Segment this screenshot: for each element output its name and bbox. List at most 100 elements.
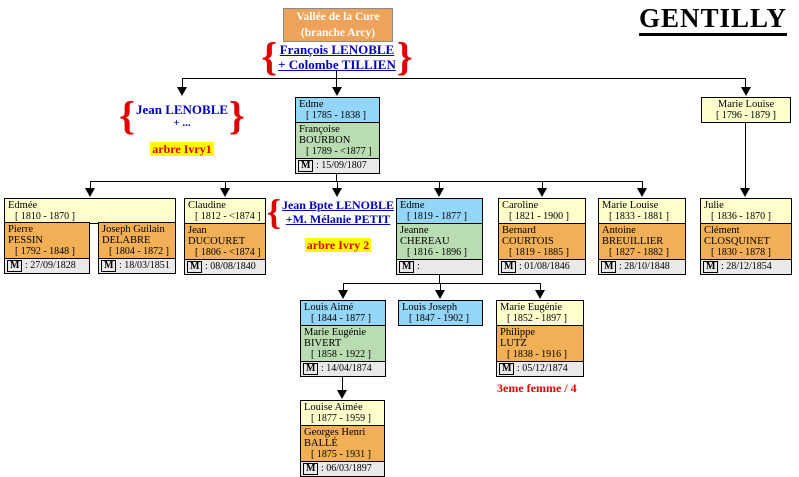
connector-line [225, 181, 226, 189]
person-edmee: Edmée [ 1810 - 1870 ] [5, 199, 175, 223]
spouse-joseph-delabre: Joseph Guilain DELABRE [ 1804 - 1872 ] [99, 223, 175, 258]
spouse-francoise-bourbon: Françoise BOURBON [ 1789 - <1877 ] [296, 122, 379, 158]
couple-jean-lenoble: { Jean LENOBLE + ... } [102, 96, 262, 136]
arrow-down-icon [435, 290, 445, 299]
connector-line [542, 181, 543, 189]
person-claudine: Claudine [ 1812 - <1874 ] [185, 199, 265, 223]
spouse-marie-eugenie-bivert: Marie Eugénie BIVERT [ 1858 - 1922 ] [301, 325, 385, 361]
family-group-claudine: Claudine [ 1812 - <1874 ] Jean DUCOURET … [184, 198, 266, 275]
person-box-edmee: Edmée [ 1810 - 1870 ] [4, 198, 176, 224]
marriage-row: M : 18/03/1851 [99, 258, 175, 273]
spouse-pierre-pessin: Pierre PESSIN [ 1792 - 1848 ] [5, 223, 89, 258]
marriage-row: M : 05/12/1874 [497, 361, 583, 376]
origin-wife-link[interactable]: + Colombe TILLIEN [278, 57, 396, 72]
arrow-down-icon [332, 188, 342, 197]
right-brace-icon: } [396, 34, 413, 79]
connector-line [343, 283, 344, 291]
connector-line [745, 122, 746, 189]
connector-line [90, 181, 643, 182]
connector-line [336, 174, 337, 181]
spouse-box-joseph-delabre: Joseph Guilain DELABRE [ 1804 - 1872 ] M… [98, 222, 176, 274]
marriage-badge: M [7, 260, 23, 272]
person-edme: Edme [ 1785 - 1838 ] [296, 98, 379, 122]
family-group-julie: Julie [ 1836 - 1870 ] Clément CLOSQUINET… [700, 198, 792, 275]
arrow-down-icon [537, 188, 547, 197]
left-brace-icon: { [261, 34, 278, 79]
connector-line [336, 78, 337, 88]
marriage-row: M : 14/04/1874 [301, 361, 385, 376]
origin-couple: { François LENOBLE + Colombe TILLIEN } [252, 34, 422, 79]
spouse-antoine-breuillier: Antoine BREUILLIER [ 1827 - 1882 ] [599, 223, 685, 259]
spouse-bernard-courtois: Bernard COURTOIS [ 1819 - 1885 ] [499, 223, 585, 259]
arrow-down-icon [177, 87, 187, 96]
family-group-marie-louise2: Marie Louise [ 1833 - 1881 ] Antoine BRE… [598, 198, 686, 275]
marriage-date: : 27/09/1828 [22, 260, 76, 271]
arrow-down-icon [85, 188, 95, 197]
arbre-ivry2-link[interactable]: arbre Ivry 2 [304, 238, 372, 252]
region-header-box: Vallée de la Cure (branche Arcy) [283, 8, 393, 42]
melanie-petit-link[interactable]: +M. Mélanie PETIT [285, 212, 391, 227]
person-louis-joseph: Louis Joseph [ 1847 - 1902 ] [399, 301, 482, 325]
marriage-badge: M [298, 160, 314, 172]
jean-lenoble-name: Jean LENOBLE [135, 102, 229, 117]
connector-line [343, 283, 541, 284]
family-group-marie-eugenie: Marie Eugénie [ 1852 - 1897 ] Philippe L… [496, 300, 584, 377]
person-caroline: Caroline [ 1821 - 1900 ] [499, 199, 585, 223]
origin-husband-link[interactable]: François LENOBLE [279, 42, 395, 57]
connector-line [90, 181, 91, 189]
spouse-jeanne-chereau: Jeanne CHEREAU [ 1816 - 1896 ] [397, 223, 482, 259]
marriage-row: M : [397, 259, 482, 274]
connector-line [342, 377, 343, 391]
family-group-louise-aimee: Louise Aimée [ 1877 - 1959 ] Georges Hen… [300, 400, 385, 477]
marriage-date: : 28/12/1854 [718, 261, 772, 272]
jean-bpte-lenoble-link[interactable]: Jean Bpte LENOBLE [281, 198, 395, 213]
marriage-badge: M [187, 261, 203, 273]
marriage-date: : 05/12/1874 [514, 363, 568, 374]
person-box-marie-louise: Marie Louise [ 1796 - 1879 ] [701, 97, 791, 123]
person-box-louis-joseph: Louis Joseph [ 1847 - 1902 ] [398, 300, 483, 326]
spouse-philippe-lutz: Philippe LUTZ [ 1838 - 1916 ] [497, 325, 583, 361]
connector-line [337, 181, 338, 189]
marriage-date: : 01/08/1846 [516, 261, 570, 272]
connector-line [439, 275, 440, 283]
person-julie: Julie [ 1836 - 1870 ] [701, 199, 791, 223]
marriage-badge: M [101, 260, 117, 272]
third-wife-note: 3eme femme / 4 [497, 381, 577, 395]
marriage-date: : 08/08/1840 [202, 261, 256, 272]
marriage-date: : [414, 261, 420, 272]
spouse-clement-closquinet: Clément CLOSQUINET [ 1830 - 1878 ] [701, 223, 791, 259]
marriage-badge: M [399, 261, 415, 273]
family-group-edme-chereau: Edme [ 1819 - 1877 ] Jeanne CHEREAU [ 18… [396, 198, 483, 275]
marriage-date: : 28/10/1848 [616, 261, 670, 272]
marriage-badge: M [499, 363, 515, 375]
connector-line [182, 78, 746, 79]
person-marie-eugenie: Marie Eugénie [ 1852 - 1897 ] [497, 301, 583, 325]
jean-lenoble-plus: + ... [173, 117, 191, 129]
connector-line [439, 181, 440, 189]
marriage-date: : 15/09/1807 [313, 160, 367, 171]
marriage-badge: M [601, 261, 617, 273]
marriage-badge: M [501, 261, 517, 273]
arbre-ivry1-wrap: arbre Ivry1 [102, 140, 262, 158]
connector-line [440, 283, 441, 291]
person-louis-aime: Louis Aimé [ 1844 - 1877 ] [301, 301, 385, 325]
left-brace-icon: { [266, 192, 281, 232]
region-line2: (branche Arcy) [300, 27, 376, 39]
arrow-down-icon [535, 290, 545, 299]
spouse-jean-ducouret: Jean DUCOURET [ 1806 - <1874 ] [185, 223, 265, 259]
connector-line [745, 78, 746, 88]
arrow-down-icon [337, 390, 347, 399]
connector-line [336, 70, 337, 78]
person-marie-louise2: Marie Louise [ 1833 - 1881 ] [599, 199, 685, 223]
marriage-row: M : 01/08/1846 [499, 259, 585, 274]
marriage-date: : 06/03/1897 [318, 463, 372, 474]
arbre-ivry2-wrap: arbre Ivry 2 [258, 236, 418, 254]
arrow-down-icon [637, 188, 647, 197]
marriage-row: M : 28/10/1848 [599, 259, 685, 274]
arrow-down-icon [332, 87, 342, 96]
region-line1: Vallée de la Cure [296, 11, 380, 23]
person-edme2: Edme [ 1819 - 1877 ] [397, 199, 482, 223]
arrow-down-icon [741, 87, 751, 96]
arbre-ivry1-link[interactable]: arbre Ivry1 [150, 142, 214, 156]
marriage-row: M : 28/12/1854 [701, 259, 791, 274]
